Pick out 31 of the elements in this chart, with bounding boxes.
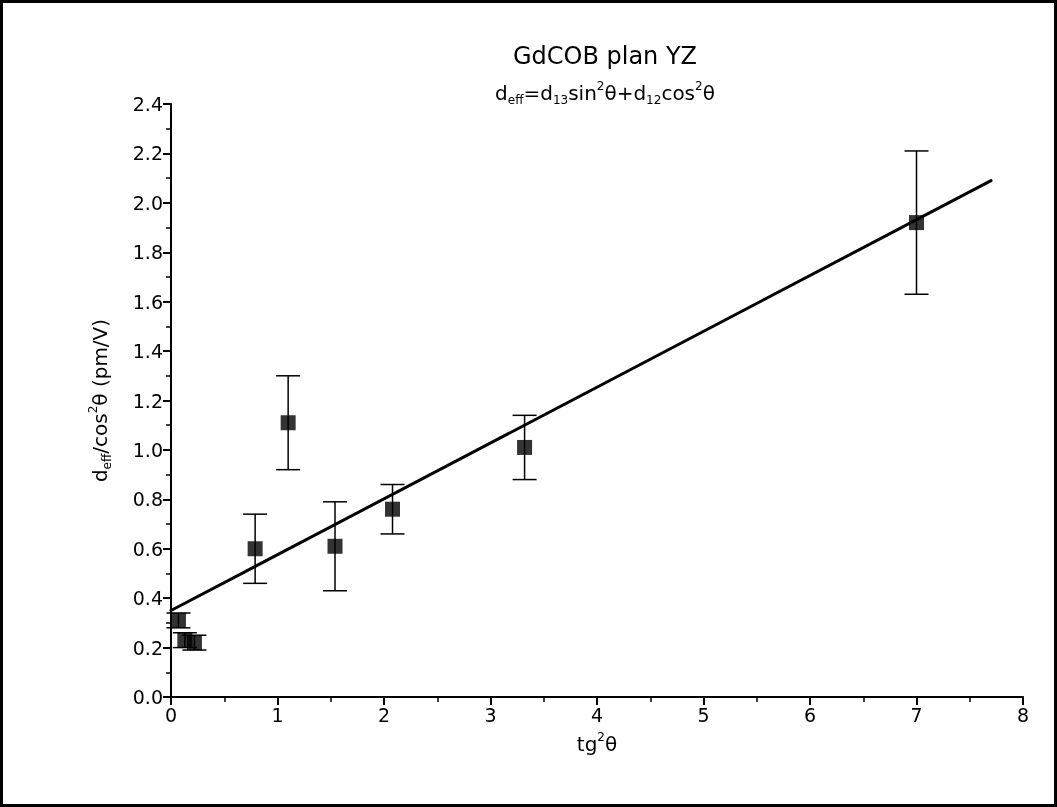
point [280, 415, 296, 431]
point [517, 439, 533, 455]
x-tick-label: 7 [910, 703, 923, 726]
x-tick-label: 4 [590, 703, 604, 726]
y-tick-label: 2.2 [132, 142, 163, 165]
x-tick-label: 5 [697, 703, 710, 726]
y-tick-label: 0.0 [132, 686, 163, 708]
x-tick-label: 6 [803, 703, 817, 726]
x-tick-label: 0 [164, 703, 178, 726]
chart-title: GdCOB plan YZ [512, 42, 698, 70]
y-tick-label: 0.2 [132, 636, 163, 659]
x-tick-label: 3 [484, 703, 497, 726]
y-axis-title: deff/cos2θ (pm/V) [86, 318, 114, 483]
y-tick-label: 0.4 [132, 587, 163, 610]
point [327, 538, 343, 554]
y-tick-label: 0.6 [132, 537, 163, 560]
point [170, 612, 186, 628]
point [247, 541, 263, 557]
point [385, 501, 401, 517]
y-tick-label: 1.6 [132, 290, 163, 313]
y-tick-label: 1.0 [132, 438, 163, 461]
x-tick-label: 1 [271, 703, 284, 726]
x-tick-label: 8 [1016, 703, 1030, 726]
y-tick-label: 1.8 [132, 241, 163, 264]
y-tick-label: 2.0 [132, 191, 163, 214]
y-tick-label: 1.4 [132, 340, 163, 363]
y-tick-label: 2.4 [132, 93, 163, 115]
y-tick-label: 1.2 [132, 389, 163, 412]
x-tick-label: 2 [377, 703, 391, 726]
point [909, 215, 924, 231]
y-tick-label: 0.8 [132, 488, 163, 511]
